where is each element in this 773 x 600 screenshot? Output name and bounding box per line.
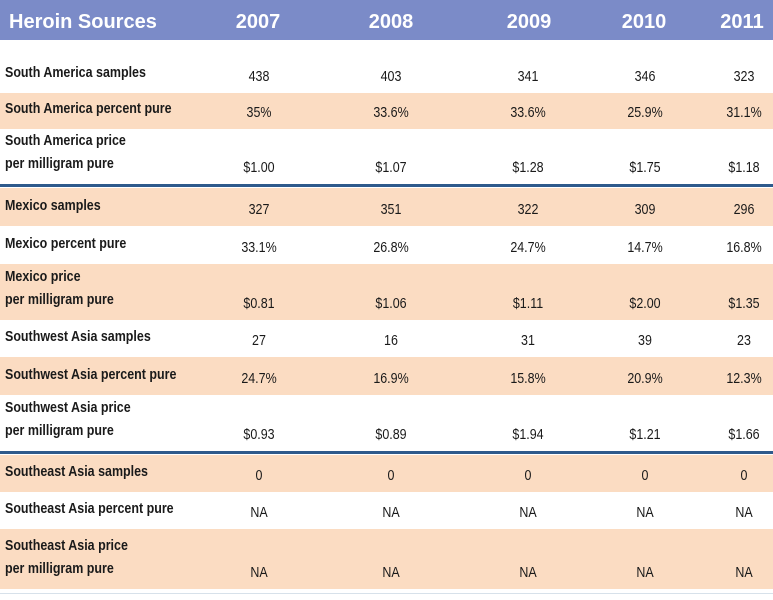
table-cell-2009: 341 (517, 69, 539, 85)
table-cell-2011: $1.35 (728, 296, 760, 312)
row-label: Mexico samples (5, 198, 101, 214)
table-cell-2010: NA (636, 505, 654, 521)
table-cell-2011: 296 (733, 202, 755, 218)
table-header: Heroin Sources 2007 2008 2009 2010 2011 (0, 0, 773, 40)
table-cell-2007: 327 (248, 202, 270, 218)
table-cell-2007: $0.81 (243, 296, 275, 312)
table-cell-2008: 0 (387, 468, 395, 484)
row-label: Southeast Asia samples (5, 464, 149, 480)
section-divider (0, 451, 773, 454)
table-row: Southeast Asia percent pure NA NA NA NA NA (0, 492, 773, 529)
table-cell-2010: 39 (638, 333, 652, 349)
table-cell-2007: 0 (255, 468, 263, 484)
section-divider (0, 184, 773, 187)
table-cell-2008: $1.06 (375, 296, 407, 312)
table-cell-2011: $1.66 (728, 427, 760, 443)
table-cell-2008: $1.07 (375, 160, 407, 176)
table-cell-2007: NA (250, 505, 268, 521)
table-cell-2011: 16.8% (726, 240, 762, 256)
table-cell-2011: 0 (740, 468, 748, 484)
table-cell-2010: NA (636, 565, 654, 581)
table-cell-2008: NA (382, 505, 400, 521)
table-cell-2009: NA (519, 505, 537, 521)
table-cell-2009: $1.94 (512, 427, 544, 443)
table-cell-2008: 403 (380, 69, 402, 85)
row-label: South America samples (5, 65, 146, 81)
row-label: Mexico price per milligram pure (5, 269, 114, 308)
table-cell-2011: 323 (733, 69, 755, 85)
table-cell-2008: 33.6% (373, 105, 409, 121)
table-cell-2010: 14.7% (627, 240, 663, 256)
table-cell-2009: $1.28 (512, 160, 544, 176)
table-cell-2011: 12.3% (726, 371, 762, 387)
table-row: South America percent pure 35% 33.6% 33.6% 2… (0, 93, 773, 129)
table-cell-2010: 309 (634, 202, 656, 218)
row-label: Southeast Asia price per milligram pure (5, 538, 128, 577)
table-cell-2008: $0.89 (375, 427, 407, 443)
table-cell-2009: 24.7% (510, 240, 546, 256)
table-cell-2008: 26.8% (373, 240, 409, 256)
table-cell-2009: NA (519, 565, 537, 581)
table-cell-2010: 346 (634, 69, 656, 85)
table-cell-2009: 33.6% (510, 105, 546, 121)
table-row: Southwest Asia samples 27 16 31 39 23 (0, 320, 773, 357)
column-header-2009: 2009 (506, 11, 552, 33)
table-row: Mexico percent pure 33.1% 26.8% 24.7% 14.7% 1… (0, 226, 773, 264)
table-row: Mexico samples 327 351 322 309 296 (0, 188, 773, 226)
table-cell-2008: 16 (384, 333, 398, 349)
table-cell-2007: $1.00 (243, 160, 275, 176)
table-cell-2008: 351 (380, 202, 402, 218)
table-cell-2007: 438 (248, 69, 270, 85)
column-header-2007: 2007 (235, 11, 281, 33)
table-cell-2009: 0 (524, 468, 532, 484)
table-row: Southeast Asia samples 0 0 0 0 0 (0, 455, 773, 492)
table-cell-2007: 24.7% (241, 371, 277, 387)
table-row: South America samples 438 403 341 346 323 (0, 55, 773, 93)
row-label: Southwest Asia samples (5, 329, 151, 345)
table-cell-2010: 25.9% (627, 105, 663, 121)
table-cell-2008: NA (382, 565, 400, 581)
table-cell-2010: $1.21 (629, 427, 661, 443)
table-row: Mexico price per milligram pure $0.81 $1.0… (0, 264, 773, 320)
table-cell-2011: $1.18 (728, 160, 760, 176)
table-cell-2010: 20.9% (627, 371, 663, 387)
table-title: Heroin Sources (9, 11, 157, 33)
table-cell-2007: $0.93 (243, 427, 275, 443)
table-cell-2009: 31 (521, 333, 535, 349)
table-cell-2009: $1.11 (512, 296, 544, 312)
column-header-2010: 2010 (621, 11, 667, 33)
table-row: Southwest Asia percent pure 24.7% 16.9% 15.… (0, 357, 773, 395)
table-cell-2007: NA (250, 565, 268, 581)
row-label: Southwest Asia percent pure (5, 367, 177, 383)
table-cell-2007: 33.1% (241, 240, 277, 256)
table-cell-2011: 23 (737, 333, 751, 349)
bottom-rule (0, 593, 773, 594)
row-label: Mexico percent pure (5, 236, 127, 252)
table-cell-2008: 16.9% (373, 371, 409, 387)
table-cell-2009: 15.8% (510, 371, 546, 387)
table-row: Southeast Asia price per milligram pure N… (0, 529, 773, 589)
table-cell-2010: $1.75 (629, 160, 661, 176)
table-cell-2007: 35% (246, 105, 272, 121)
table-cell-2007: 27 (252, 333, 266, 349)
table-cell-2011: NA (735, 505, 753, 521)
row-label: Southwest Asia price per milligram pure (5, 400, 131, 439)
table-cell-2011: NA (735, 565, 753, 581)
table-cell-2011: 31.1% (726, 105, 762, 121)
row-label: South America percent pure (5, 101, 172, 117)
row-label: Southeast Asia percent pure (5, 501, 174, 517)
table-row: Southwest Asia price per milligram pure $… (0, 395, 773, 451)
column-header-2008: 2008 (368, 11, 414, 33)
table-cell-2009: 322 (517, 202, 539, 218)
table-cell-2010: 0 (641, 468, 649, 484)
row-label: South America price per milligram pure (5, 133, 126, 172)
table-cell-2010: $2.00 (629, 296, 661, 312)
column-header-2011: 2011 (720, 11, 764, 33)
table-row: South America price per milligram pure $1… (0, 129, 773, 184)
